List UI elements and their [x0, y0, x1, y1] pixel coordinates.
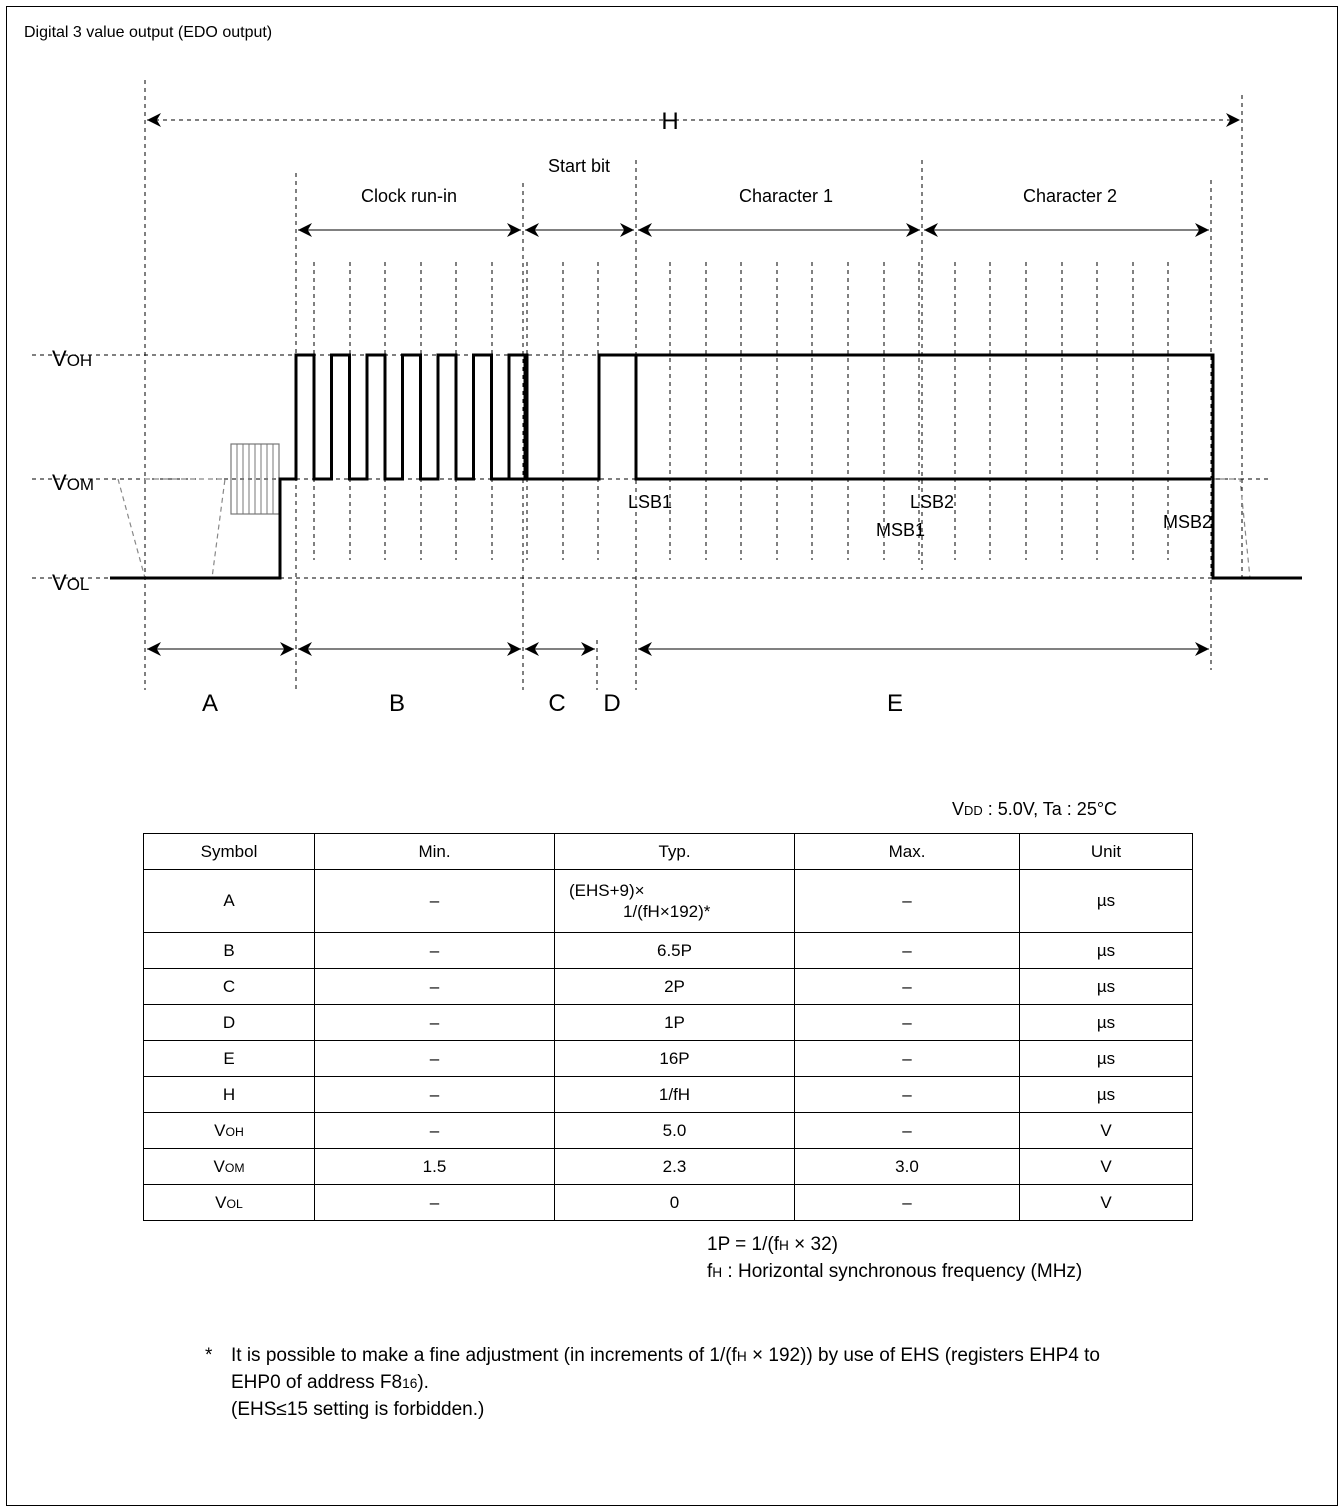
label-msb2: MSB2: [1163, 512, 1212, 532]
header-unit: Unit: [1019, 833, 1193, 870]
cell-unit: µs: [1019, 932, 1193, 969]
label-clock-run-in: Clock run-in: [361, 186, 457, 206]
header-min: Min.: [314, 833, 555, 870]
label-seg-c: C: [548, 690, 565, 717]
cell-typ: 1/fH: [554, 1076, 795, 1113]
cell-unit: V: [1019, 1148, 1193, 1185]
waveform-characters: [636, 353, 1302, 580]
footnote-marker: *: [205, 1345, 213, 1366]
vom-ramp-inner: [145, 478, 226, 579]
label-character-2: Character 2: [1023, 186, 1117, 206]
cell-symbol: C: [143, 968, 315, 1005]
cell-typ: 2.3: [554, 1148, 795, 1185]
cell-min: –: [314, 932, 555, 969]
cell-typ: 1P: [554, 1004, 795, 1041]
header-typ: Typ.: [554, 833, 795, 870]
label-character-1: Character 1: [739, 186, 833, 206]
cell-symbol: E: [143, 1040, 315, 1077]
cell-max: –: [794, 1112, 1020, 1149]
cell-min: –: [314, 1112, 555, 1149]
note-fh: fH : Horizontal synchronous frequency (M…: [707, 1261, 1083, 1282]
cell-symbol: D: [143, 1004, 315, 1041]
label-msb1: MSB1: [876, 520, 925, 540]
footnote-line-3: (EHS≤15 setting is forbidden.): [231, 1399, 485, 1420]
cell-symbol: VOH: [143, 1112, 315, 1149]
table-row: D – 1P – µs: [143, 1004, 1193, 1041]
cell-max: –: [794, 1004, 1020, 1041]
timing-grid: [32, 80, 1270, 690]
timing-diagram: H Start bit Clock run-in Character 1 Cha…: [32, 80, 1302, 717]
cell-unit: µs: [1019, 869, 1193, 933]
table-row: E – 16P – µs: [143, 1040, 1193, 1077]
cell-typ: 0: [554, 1184, 795, 1221]
cell-typ: 2P: [554, 968, 795, 1005]
label-vom: VOM: [52, 470, 94, 495]
label-h: H: [661, 108, 678, 135]
cell-symbol: H: [143, 1076, 315, 1113]
vom-ramp-right: [1211, 478, 1251, 579]
header-symbol: Symbol: [143, 833, 315, 870]
footnote-line-2: EHP0 of address F816).: [231, 1372, 429, 1393]
table-row: B – 6.5P – µs: [143, 932, 1193, 969]
cell-unit: µs: [1019, 1076, 1193, 1113]
label-seg-e: E: [887, 690, 903, 717]
footnote-line-1: It is possible to make a fine adjustment…: [231, 1345, 1100, 1366]
cell-typ: 6.5P: [554, 932, 795, 969]
cell-unit: µs: [1019, 1040, 1193, 1077]
cell-max: –: [794, 1040, 1020, 1077]
label-seg-b: B: [389, 690, 405, 717]
cell-min: –: [314, 1004, 555, 1041]
cell-symbol: A: [143, 869, 315, 933]
cell-min: –: [314, 1184, 555, 1221]
cell-min: 1.5: [314, 1148, 555, 1185]
cell-typ: 16P: [554, 1040, 795, 1077]
table-header-row: Symbol Min. Typ. Max. Unit: [143, 833, 1193, 870]
label-seg-a: A: [202, 690, 218, 717]
table-row: A – (EHS+9)× 1/(fH×192)* – µs: [143, 869, 1193, 933]
cell-symbol: VOL: [143, 1184, 315, 1221]
waveform-body: [110, 353, 1211, 580]
cell-max: –: [794, 1076, 1020, 1113]
cell-typ: (EHS+9)× 1/(fH×192)*: [554, 869, 795, 933]
cell-max: –: [794, 932, 1020, 969]
cell-symbol: VOM: [143, 1148, 315, 1185]
dimension-arrows: [147, 113, 1240, 656]
note-period: 1P = 1/(fH × 32): [707, 1234, 839, 1255]
label-seg-d: D: [603, 690, 620, 717]
cell-max: –: [794, 1184, 1020, 1221]
cell-max: –: [794, 968, 1020, 1005]
cell-min: –: [314, 869, 555, 933]
vom-ramp-left: [117, 478, 146, 579]
table-row: C – 2P – µs: [143, 968, 1193, 1005]
cell-min: –: [314, 968, 555, 1005]
cell-unit: V: [1019, 1184, 1193, 1221]
cell-min: –: [314, 1040, 555, 1077]
label-lsb1: LSB1: [628, 492, 672, 512]
cell-unit: µs: [1019, 968, 1193, 1005]
cell-unit: V: [1019, 1112, 1193, 1149]
test-conditions: VDD : 5.0V, Ta : 25°C: [952, 799, 1118, 819]
cell-unit: µs: [1019, 1004, 1193, 1041]
label-start-bit: Start bit: [548, 156, 610, 176]
header-max: Max.: [794, 833, 1020, 870]
label-voh: VOH: [52, 346, 92, 371]
parameter-table: Symbol Min. Typ. Max. Unit A – (EHS+9)× 1…: [143, 833, 1193, 1221]
table-notes: 1P = 1/(fH × 32) fH : Horizontal synchro…: [707, 1232, 1082, 1286]
cell-min: –: [314, 1076, 555, 1113]
edo-waveform: [110, 353, 1302, 580]
label-lsb2: LSB2: [910, 492, 954, 512]
cell-max: –: [794, 869, 1020, 933]
table-row: VOL – 0 – V: [143, 1184, 1193, 1221]
cell-max: 3.0: [794, 1148, 1020, 1185]
label-vol: VOL: [52, 570, 89, 595]
table-row: VOM 1.5 2.3 3.0 V: [143, 1148, 1193, 1185]
cell-symbol: B: [143, 932, 315, 969]
table-row: H – 1/fH – µs: [143, 1076, 1193, 1113]
cell-typ: 5.0: [554, 1112, 795, 1149]
page-title: Digital 3 value output (EDO output): [24, 24, 273, 41]
table-row: VOH – 5.0 – V: [143, 1112, 1193, 1149]
